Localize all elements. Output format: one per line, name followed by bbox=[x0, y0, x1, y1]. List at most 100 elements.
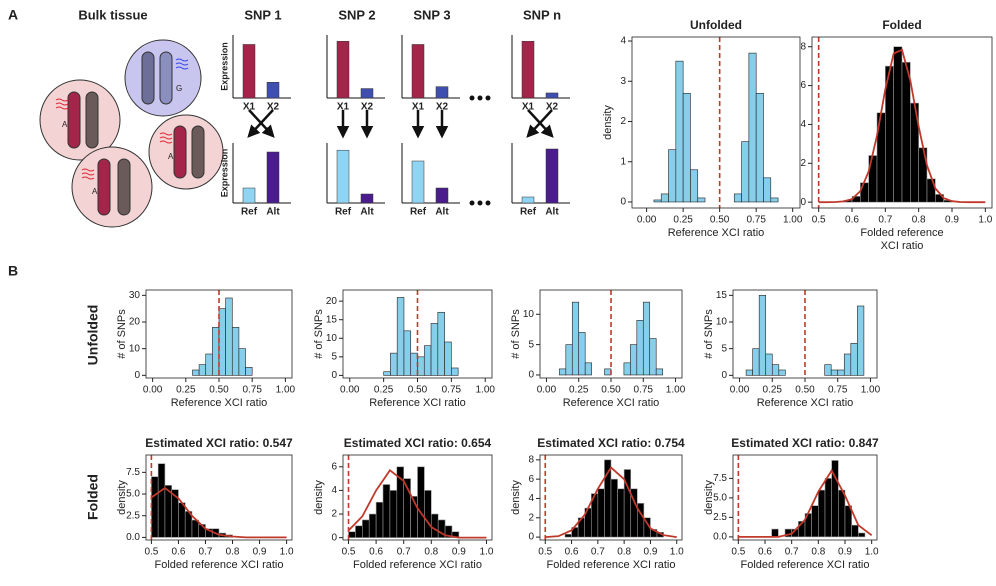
x-tick-label: 0.25 bbox=[569, 385, 589, 396]
x-tick-label: 1.0 bbox=[978, 215, 992, 226]
dot bbox=[477, 200, 483, 206]
histogram-bar bbox=[382, 484, 391, 538]
x-tick-label: 0.6 bbox=[845, 215, 859, 226]
x-tick-label: 0.7 bbox=[397, 547, 411, 558]
y-tick-label: 0 bbox=[331, 532, 337, 543]
y-tick-label: 10 bbox=[716, 317, 728, 328]
axes-frame bbox=[539, 454, 683, 541]
chart-title: Folded bbox=[882, 18, 921, 32]
x-tick-label: 0.75 bbox=[242, 385, 262, 396]
histogram-bar bbox=[571, 301, 580, 376]
histogram-bar bbox=[410, 352, 418, 376]
bulk-tissue-title: Bulk tissue bbox=[78, 7, 147, 22]
panel-label: A bbox=[8, 7, 18, 23]
x-tick-label: 0.9 bbox=[838, 547, 852, 558]
transcript bbox=[55, 98, 69, 110]
x-tick-label: 0.8 bbox=[226, 547, 240, 558]
y-tick-label: 20 bbox=[129, 317, 141, 328]
y-tick-label: 0 bbox=[528, 532, 534, 543]
y-axis-label: Expression bbox=[219, 149, 229, 198]
x-tick-label: 0.7 bbox=[591, 547, 605, 558]
x-tick-label: X2 bbox=[436, 102, 449, 113]
snp-title: SNP n bbox=[523, 7, 561, 22]
y-tick-label: 20 bbox=[326, 296, 338, 307]
x-tick-label: Ref bbox=[520, 207, 537, 218]
cells bbox=[39, 39, 224, 228]
bar bbox=[266, 151, 280, 204]
histogram-bar bbox=[843, 353, 852, 376]
x-tick-label: 0.00 bbox=[730, 385, 750, 396]
y-tick-label: 0 bbox=[528, 370, 534, 381]
x-axis-label: Folded reference XCI ratio bbox=[353, 559, 482, 571]
transcript bbox=[159, 132, 173, 144]
y-tick-label: 7.5 bbox=[126, 467, 140, 478]
x-tick-label: X1 bbox=[522, 102, 535, 113]
y-tick-label: 8 bbox=[800, 41, 806, 52]
histogram-bar bbox=[205, 353, 213, 376]
y-tick-label: 2 bbox=[800, 158, 806, 169]
histogram-bar bbox=[430, 323, 439, 376]
histogram-bar bbox=[444, 341, 452, 376]
histogram-bar bbox=[225, 297, 233, 376]
bar bbox=[242, 187, 256, 204]
histogram-bar bbox=[733, 193, 742, 203]
axes-frame bbox=[631, 36, 801, 209]
transcript bbox=[81, 168, 95, 180]
x-tick-label: 1.0 bbox=[480, 547, 494, 558]
axes-frame bbox=[811, 36, 993, 209]
histogram-bar bbox=[238, 348, 246, 376]
histogram-bar bbox=[383, 371, 391, 376]
transcript bbox=[175, 58, 189, 70]
x-tick-label: 0.8 bbox=[811, 547, 825, 558]
y-tick-label: 5.0 bbox=[126, 489, 140, 500]
x-tick-label: 0.5 bbox=[812, 215, 826, 226]
x-tick-label: 0.9 bbox=[452, 547, 466, 558]
histogram-bar bbox=[430, 513, 439, 538]
bar bbox=[521, 196, 535, 204]
histogram-bar bbox=[830, 369, 839, 376]
y-tick-label: 4 bbox=[800, 119, 806, 130]
histogram-bar bbox=[157, 463, 166, 538]
bar bbox=[360, 193, 374, 204]
x-axis-label: Reference XCI ratio bbox=[757, 397, 854, 409]
axes-frame bbox=[145, 454, 293, 541]
arrow bbox=[247, 109, 274, 138]
y-tick-label: 0 bbox=[721, 370, 727, 381]
histogram-bar bbox=[668, 149, 677, 203]
histogram-bar bbox=[604, 368, 612, 376]
x-tick-label: 0.75 bbox=[828, 385, 848, 396]
chromosome bbox=[141, 51, 155, 105]
cell bbox=[71, 146, 153, 228]
chart-title: Estimated XCI ratio: 0.547 bbox=[145, 436, 293, 450]
x-tick-label: X1 bbox=[243, 102, 256, 113]
x-tick-label: 1.0 bbox=[865, 547, 879, 558]
y-axis-label: density bbox=[510, 480, 522, 515]
y-tick-label: 2.5 bbox=[126, 510, 140, 521]
arrow bbox=[526, 109, 553, 138]
histogram-bar bbox=[218, 308, 226, 376]
histogram-bar bbox=[655, 368, 663, 376]
histogram-bar bbox=[857, 305, 865, 376]
y-axis-label: density bbox=[313, 480, 325, 515]
y-tick-label: 4 bbox=[331, 485, 337, 496]
histogram-bar bbox=[355, 525, 363, 538]
histogram-bar bbox=[417, 466, 425, 538]
chromosome bbox=[159, 51, 173, 105]
histogram-bar bbox=[860, 182, 869, 203]
x-tick-label: 0.8 bbox=[424, 547, 438, 558]
density-curve bbox=[150, 486, 287, 539]
bar bbox=[360, 88, 374, 99]
histogram-bar bbox=[771, 364, 780, 376]
snp-title: SNP 3 bbox=[413, 7, 450, 22]
histogram-bar bbox=[389, 490, 398, 538]
histogram-bar bbox=[811, 505, 819, 538]
histogram-bar bbox=[901, 61, 911, 203]
x-tick-label: 0.7 bbox=[878, 215, 892, 226]
bar bbox=[411, 160, 425, 204]
histogram-bar bbox=[752, 348, 760, 376]
x-tick-label: Ref bbox=[241, 207, 258, 218]
x-tick-label: X2 bbox=[546, 102, 559, 113]
chromosome bbox=[117, 158, 131, 216]
histogram-bar bbox=[178, 502, 186, 538]
histogram-bar bbox=[424, 490, 432, 538]
